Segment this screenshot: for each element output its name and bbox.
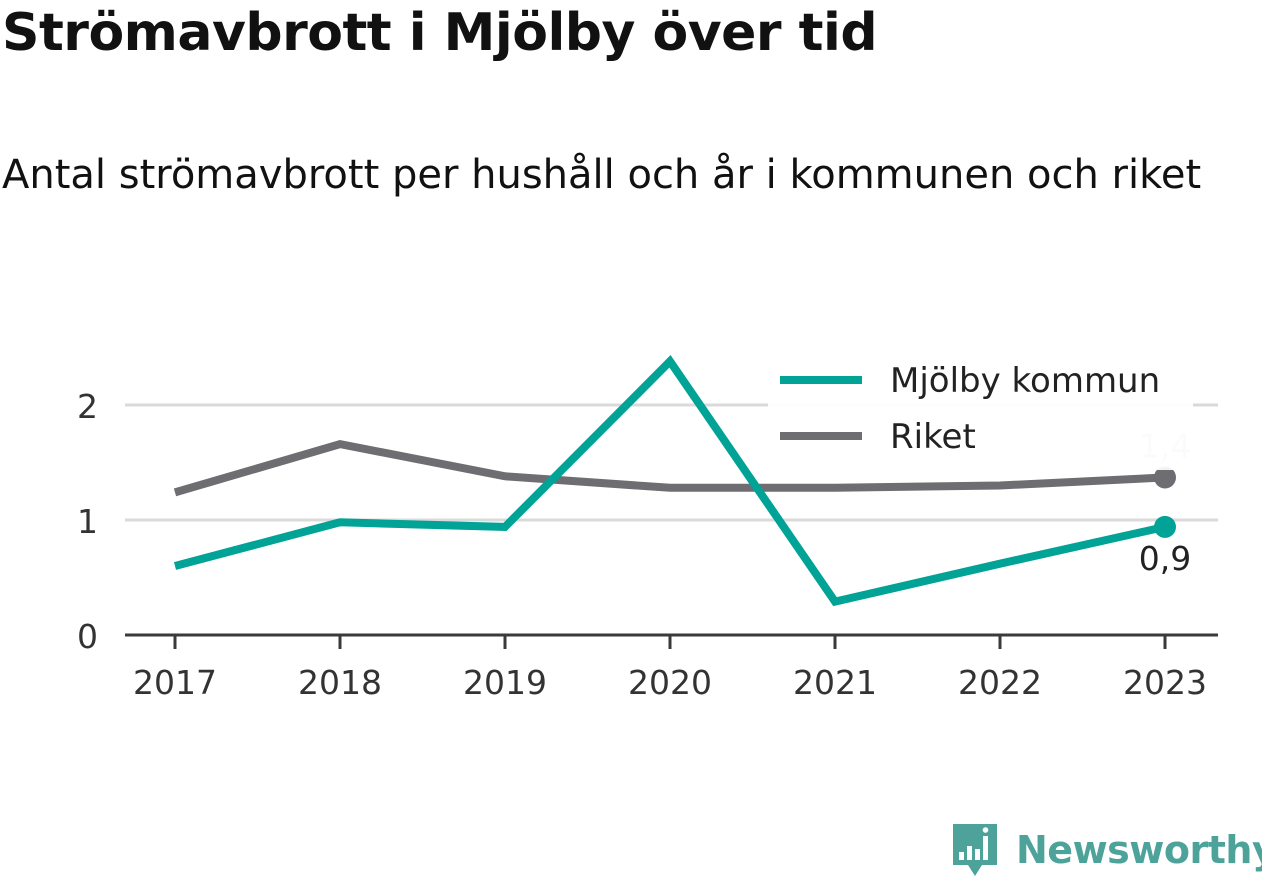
newsworthy-logo: Newsworthy [950,820,1262,880]
legend-label-riket: Riket [890,417,976,457]
end-point-riket [1154,466,1176,489]
y-tick-label: 0 [77,617,98,656]
series-line-riket [173,439,1166,497]
series-line-mjolby-kommun [173,355,1166,607]
x-tick-label: 2019 [463,663,547,702]
end-label-mjolby-kommun: 0,9 [1139,539,1191,578]
chart-title: Strömavbrott i Mjölby över tid [2,3,878,63]
y-tick-label: 1 [77,502,98,541]
x-tick-label: 2020 [628,663,712,702]
line-chart: 01220172018201920202021202220231,40,9Mjö… [77,352,1218,702]
x-tick-label: 2022 [958,663,1042,702]
y-tick-label: 2 [77,387,98,426]
logo-text: Newsworthy [1016,828,1262,872]
x-tick-label: 2017 [133,663,217,702]
bar-chart-icon [953,824,997,876]
x-tick-label: 2021 [793,663,877,702]
legend-background [768,352,1193,470]
x-tick-label: 2023 [1123,663,1207,702]
legend-label-mjolby-kommun: Mjölby kommun [890,361,1160,401]
chart-subtitle: Antal strömavbrott per hushåll och år i … [2,152,1202,198]
x-tick-label: 2018 [298,663,382,702]
end-point-mjolby-kommun [1154,515,1176,538]
